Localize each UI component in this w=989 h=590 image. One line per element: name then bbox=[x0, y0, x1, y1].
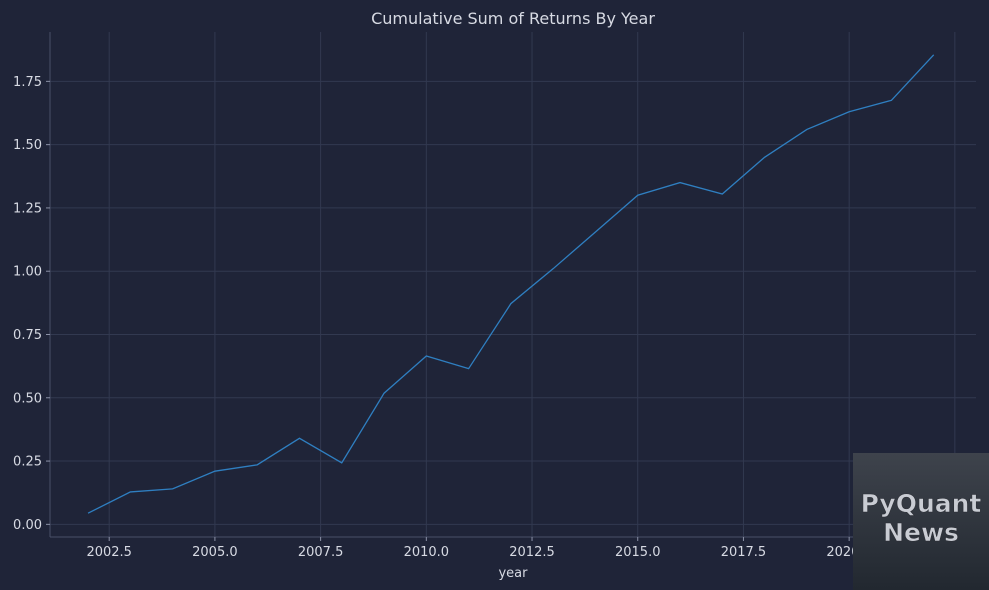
grid bbox=[50, 32, 976, 537]
x-tick-label: 2015.0 bbox=[615, 545, 661, 560]
x-tick-label: 2017.5 bbox=[721, 545, 767, 560]
x-axis-label: year bbox=[498, 566, 528, 581]
y-tick-label: 1.25 bbox=[13, 201, 42, 216]
x-tick-label: 2010.0 bbox=[404, 545, 450, 560]
watermark-background bbox=[853, 453, 989, 590]
chart-title: Cumulative Sum of Returns By Year bbox=[371, 9, 655, 28]
x-tick-label: 2007.5 bbox=[298, 545, 344, 560]
series-layer bbox=[87, 54, 935, 514]
watermark-line2: News bbox=[883, 518, 959, 547]
y-tick-label: 0.00 bbox=[13, 518, 42, 533]
tick-labels: 2002.5 2005.0 2007.5 2010.0 2012.5 2015.0 2017… bbox=[13, 75, 978, 560]
watermark-logo: PyQuant News bbox=[853, 453, 989, 590]
y-tick-label: 0.50 bbox=[13, 391, 42, 406]
y-tick-label: 0.25 bbox=[13, 455, 42, 470]
y-tick-label: 0.75 bbox=[13, 328, 42, 343]
x-tick-label: 2005.0 bbox=[192, 545, 238, 560]
y-tick-label: 1.75 bbox=[13, 75, 42, 90]
y-tick-label: 1.00 bbox=[13, 265, 42, 280]
x-tick-label: 2012.5 bbox=[509, 545, 555, 560]
watermark-line1: PyQuant bbox=[861, 489, 982, 518]
y-tick-label: 1.50 bbox=[13, 138, 42, 153]
axes bbox=[49, 32, 976, 538]
x-tick-label: 2002.5 bbox=[86, 545, 132, 560]
